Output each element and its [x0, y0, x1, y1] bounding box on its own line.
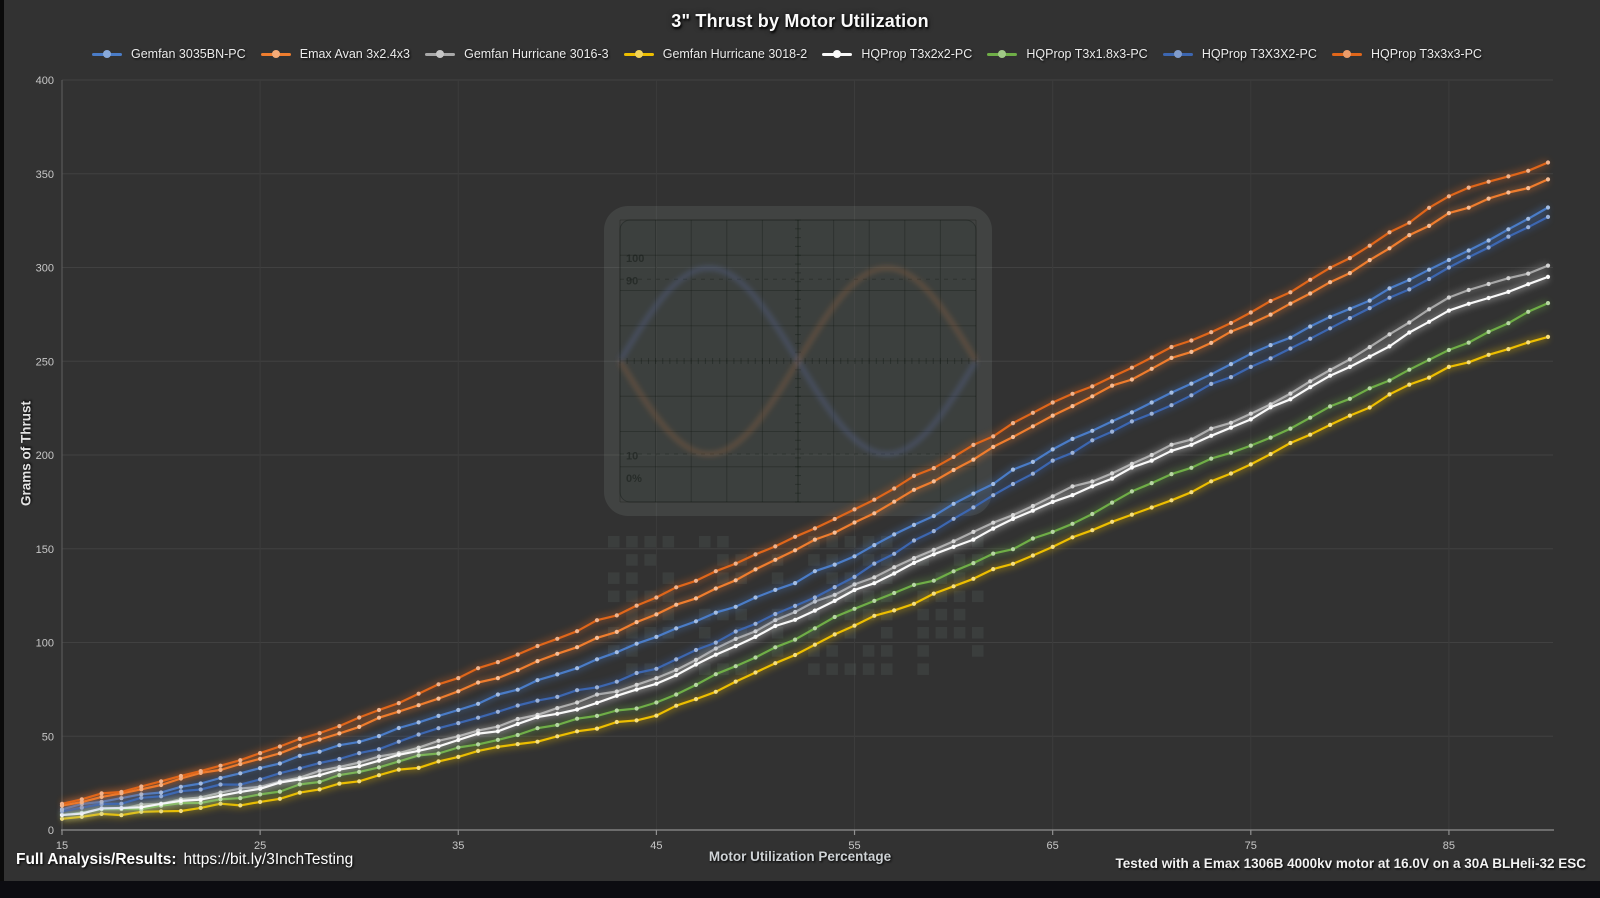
- legend-label: Gemfan Hurricane 3018-2: [662, 47, 808, 61]
- legend-marker: [260, 50, 291, 58]
- legend-marker: [987, 50, 1018, 58]
- gridlines: [62, 79, 1553, 830]
- legend-marker-dot: [1173, 50, 1182, 58]
- legend-label: Emax Avan 3x2.4x3: [299, 47, 410, 61]
- legend-item-hqprop-t3x2x2-pc: HQProp T3x2x2-PC: [822, 47, 972, 61]
- scope-label: 100: [626, 253, 644, 265]
- legend-marker: [92, 50, 122, 58]
- series-gemfan-3035bn-pc: [59, 204, 1551, 813]
- x-tick-label: 85: [1443, 840, 1455, 852]
- x-axis-title: Motor Utilization Percentage: [708, 849, 892, 864]
- x-tick-label: 25: [254, 840, 266, 852]
- legend-label: Gemfan 3035BN-PC: [131, 47, 246, 61]
- legend-item-gemfan-hurricane-3016-3: Gemfan Hurricane 3016-3: [425, 47, 609, 61]
- x-tick-label: 45: [650, 840, 662, 852]
- test-setup-note: Tested with a Emax 1306B 4000kv motor at…: [1115, 856, 1586, 871]
- series-emax-avan-3x2-4x3: [59, 176, 1551, 810]
- legend-marker: [623, 50, 654, 58]
- legend-marker-dot: [634, 50, 643, 58]
- y-tick-label: 400: [36, 75, 54, 87]
- legend-item-emax-avan-3x2-4x3: Emax Avan 3x2.4x3: [260, 47, 410, 61]
- x-tick-label: 35: [452, 840, 464, 852]
- legend-label: HQProp T3x1.8x3-PC: [1026, 47, 1148, 61]
- series-hqprop-t3x3x2-pc: [59, 213, 1551, 815]
- legend-marker: [822, 50, 853, 58]
- y-tick-label: 150: [36, 544, 54, 556]
- legend-marker-dot: [998, 50, 1007, 58]
- x-tick-label: 55: [848, 840, 860, 852]
- series-gemfan-hurricane-3018-2: [59, 333, 1551, 823]
- legend-item-hqprop-t3x3x2-pc: HQProp T3X3X2-PC: [1162, 47, 1317, 61]
- y-tick-label: 0: [48, 825, 54, 837]
- legend-marker: [1332, 50, 1363, 58]
- legend-item-hqprop-t3x1-8x3-pc: HQProp T3x1.8x3-PC: [987, 47, 1148, 61]
- legend-marker-dot: [271, 50, 280, 58]
- y-tick-label: 50: [42, 731, 54, 743]
- legend-label: HQProp T3x3x3-PC: [1371, 47, 1482, 61]
- legend-item-hqprop-t3x3x3-pc: HQProp T3x3x3-PC: [1332, 47, 1482, 61]
- legend-item-gemfan-3035bn-pc: Gemfan 3035BN-PC: [92, 47, 246, 61]
- bottom-border: [0, 881, 1600, 898]
- scope-label: 90: [626, 276, 638, 288]
- series-hqprop-t3x3x3-pc: [59, 159, 1551, 808]
- scope-label: 10: [626, 450, 638, 462]
- y-tick-label: 100: [36, 638, 54, 650]
- x-tick-label: 75: [1245, 840, 1257, 852]
- y-tick-label: 300: [36, 263, 54, 275]
- left-border: [0, 0, 4, 898]
- watermark: 100 90 10 0%: [604, 206, 992, 516]
- y-tick-label: 250: [36, 356, 54, 368]
- scope-sine-orange: [618, 265, 978, 457]
- analysis-label: Full Analysis/Results:: [16, 851, 177, 868]
- legend-marker: [425, 50, 456, 58]
- y-tick-label: 200: [36, 450, 54, 462]
- x-tick-label: 65: [1047, 840, 1059, 852]
- axes: 0 50 100 150 200 250 300 350 400 15 25 35 45 55 65 75 85: [36, 75, 1554, 852]
- legend-marker-dot: [436, 50, 445, 58]
- analysis-link[interactable]: https://bit.ly/3InchTesting: [183, 851, 354, 868]
- y-tick-label: 350: [36, 169, 54, 181]
- chart-title: 3" Thrust by Motor Utilization: [671, 11, 929, 31]
- legend-label: HQProp T3x2x2-PC: [861, 47, 973, 61]
- legend-marker-dot: [103, 50, 111, 58]
- scope-label: 0%: [626, 473, 642, 485]
- legend-marker-dot: [833, 50, 842, 58]
- x-tick-label: 15: [56, 840, 68, 852]
- legend-item-gemfan-hurricane-3018-2: Gemfan Hurricane 3018-2: [623, 47, 808, 61]
- legend: Gemfan 3035BN-PC Emax Avan 3x2.4x3 Gemfan …: [92, 47, 1482, 61]
- legend-marker-dot: [1343, 50, 1352, 58]
- legend-label: Gemfan Hurricane 3016-3: [464, 47, 609, 61]
- legend-label: HQProp T3X3X2-PC: [1201, 47, 1317, 61]
- legend-marker: [1162, 50, 1193, 58]
- y-axis-title: Grams of Thrust: [18, 401, 34, 507]
- analysis-footer: Full Analysis/Results: https://bit.ly/3In…: [16, 851, 353, 869]
